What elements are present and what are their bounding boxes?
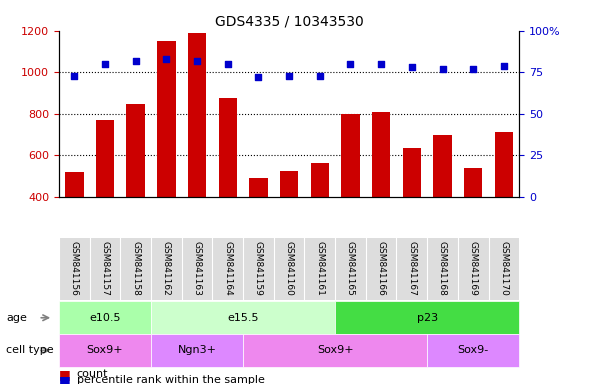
- Text: GSM841158: GSM841158: [131, 241, 140, 296]
- Bar: [494, 132, 513, 280]
- Text: GSM841157: GSM841157: [100, 241, 110, 296]
- Text: percentile rank within the sample: percentile rank within the sample: [77, 375, 264, 384]
- Bar: [433, 136, 452, 280]
- Point: [223, 61, 232, 67]
- Bar: [218, 98, 237, 280]
- Bar: [402, 148, 421, 280]
- Point: [162, 56, 171, 62]
- Text: e10.5: e10.5: [89, 313, 121, 323]
- Text: GSM841167: GSM841167: [407, 241, 417, 296]
- Bar: [188, 33, 206, 280]
- Text: ■: ■: [59, 368, 71, 381]
- Text: GSM841156: GSM841156: [70, 241, 79, 296]
- Text: GSM841168: GSM841168: [438, 241, 447, 296]
- Bar: [157, 41, 176, 280]
- Text: p23: p23: [417, 313, 438, 323]
- Point: [254, 74, 263, 80]
- Point: [70, 73, 79, 79]
- Text: GSM841170: GSM841170: [499, 241, 509, 296]
- Bar: [310, 164, 329, 280]
- Point: [376, 61, 386, 67]
- Text: GSM841161: GSM841161: [315, 241, 324, 296]
- Bar: [249, 178, 268, 280]
- Point: [438, 66, 447, 72]
- Text: GSM841169: GSM841169: [468, 241, 478, 296]
- Text: age: age: [6, 313, 27, 323]
- Bar: [341, 114, 360, 280]
- Text: Sox9-: Sox9-: [458, 345, 489, 356]
- Point: [100, 61, 110, 67]
- Text: GSM841163: GSM841163: [192, 241, 202, 296]
- Point: [315, 73, 324, 79]
- Bar: [280, 170, 299, 280]
- Point: [192, 58, 202, 64]
- Bar: [65, 172, 84, 280]
- Point: [468, 66, 478, 72]
- Bar: [464, 167, 483, 280]
- Bar: [126, 104, 145, 280]
- Text: GSM841160: GSM841160: [284, 241, 294, 296]
- Text: count: count: [77, 369, 108, 379]
- Point: [131, 58, 140, 64]
- Title: GDS4335 / 10343530: GDS4335 / 10343530: [215, 14, 363, 28]
- Point: [284, 73, 294, 79]
- Text: Ngn3+: Ngn3+: [178, 345, 217, 356]
- Point: [346, 61, 355, 67]
- Bar: [372, 112, 391, 280]
- Text: GSM841159: GSM841159: [254, 241, 263, 296]
- Text: GSM841165: GSM841165: [346, 241, 355, 296]
- Point: [499, 63, 509, 69]
- Text: GSM841166: GSM841166: [376, 241, 386, 296]
- Text: Sox9+: Sox9+: [87, 345, 123, 356]
- Text: cell type: cell type: [6, 345, 54, 356]
- Point: [407, 64, 417, 70]
- Text: GSM841162: GSM841162: [162, 241, 171, 296]
- Text: GSM841164: GSM841164: [223, 241, 232, 296]
- Bar: [96, 120, 114, 280]
- Text: e15.5: e15.5: [227, 313, 259, 323]
- Text: Sox9+: Sox9+: [317, 345, 353, 356]
- Text: ■: ■: [59, 374, 71, 384]
